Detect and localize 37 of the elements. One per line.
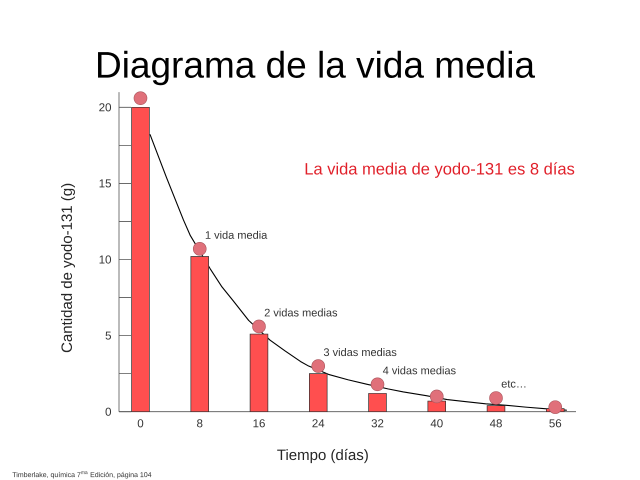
point <box>134 91 148 105</box>
bar <box>486 405 506 412</box>
bar <box>428 400 446 412</box>
x-tick-label: 24 <box>312 419 324 428</box>
x-tick-label: 56 <box>549 419 562 428</box>
annotation: La vida media de yodo-131 es 8 días <box>306 162 574 178</box>
annotation: 4 vidas medias <box>382 366 456 374</box>
bar <box>309 373 328 412</box>
y-axis-title: Cantidad de yodo-131 (g) <box>61 184 75 352</box>
x-tick-label: 32 <box>372 419 384 428</box>
x-tick-label: 0 <box>138 419 144 428</box>
x-axis-title: Tiempo (días) <box>277 448 368 464</box>
annotation: etc… <box>502 380 526 388</box>
bar <box>190 256 209 412</box>
annotation: 3 vidas medias <box>324 348 396 356</box>
chart-title: Diagrama de la vida media <box>98 50 536 86</box>
y-tick-label: 15 <box>100 179 111 188</box>
point <box>370 378 384 392</box>
annotation: 2 vidas medias <box>264 308 338 317</box>
bar <box>368 393 387 412</box>
point <box>252 320 266 334</box>
y-tick-label: 5 <box>106 332 111 340</box>
annotation: 1 vida media <box>206 230 268 239</box>
x-tick-label: 48 <box>490 419 502 428</box>
point <box>192 242 207 256</box>
bar <box>131 106 150 412</box>
point <box>430 390 444 404</box>
y-tick-label: 20 <box>99 103 112 112</box>
x-tick-label: 16 <box>253 419 265 428</box>
point <box>548 400 562 414</box>
x-tick-label: 8 <box>197 419 202 428</box>
y-tick-label: 0 <box>106 408 112 416</box>
x-tick-label: 40 <box>430 419 443 428</box>
point <box>311 359 326 373</box>
bar <box>250 334 268 412</box>
y-tick-label: 10 <box>100 255 112 264</box>
point <box>489 391 503 405</box>
